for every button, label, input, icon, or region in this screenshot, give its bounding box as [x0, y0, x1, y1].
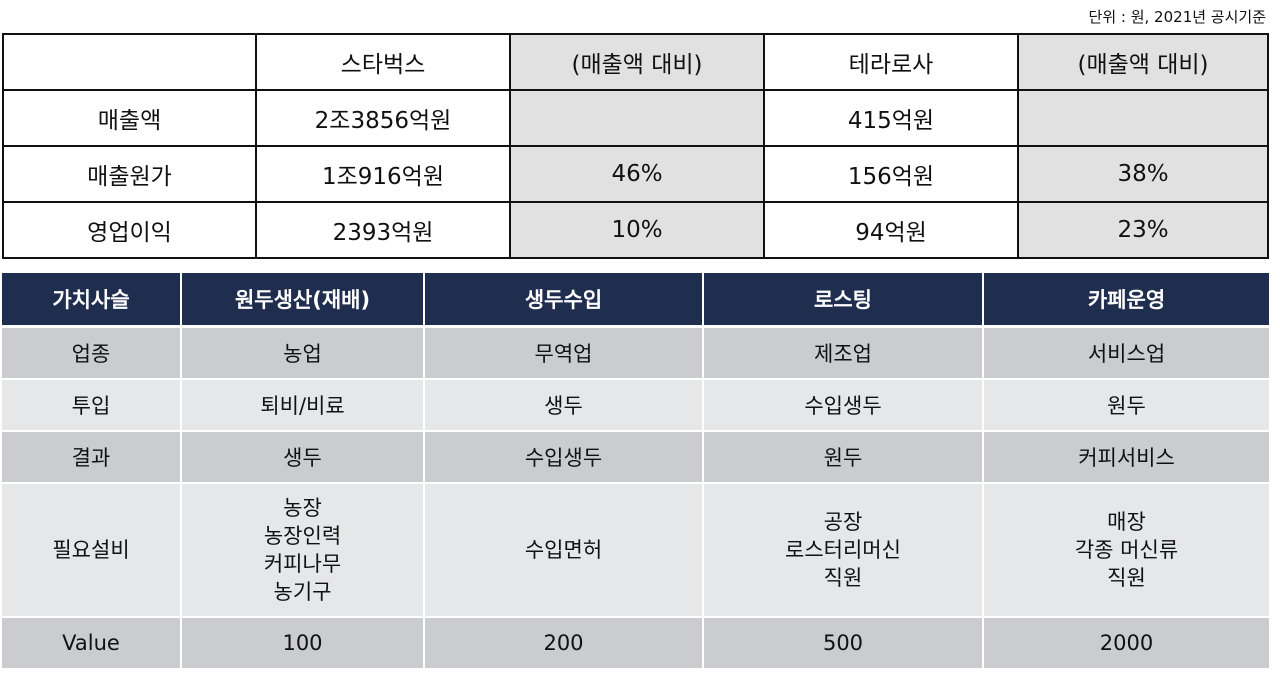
starbucks-ratio	[509, 89, 765, 147]
terarosa-value: 415억원	[763, 89, 1019, 147]
cell-line: 농기구	[273, 580, 332, 604]
header-cafe-operation: 카페운영	[983, 273, 1269, 328]
cell-line: 직원	[1107, 566, 1146, 590]
terarosa-ratio: 38%	[1017, 145, 1269, 203]
table-row: 업종 농업 무역업 제조업 서비스업	[2, 326, 1269, 380]
table-row: 영업이익 2393억원 10% 94억원 23%	[2, 201, 1269, 259]
terarosa-value: 94억원	[763, 201, 1019, 259]
table-cell: 수입생두	[703, 379, 984, 432]
header-bean-production: 원두생산(재배)	[181, 273, 425, 328]
table-row: Value 100 200 500 2000	[2, 617, 1269, 670]
table-cell: 100	[181, 617, 425, 670]
row-label: 결과	[2, 431, 182, 484]
cell-line: 공장	[823, 510, 863, 534]
starbucks-value: 2조3856억원	[255, 89, 511, 147]
cell-line: 농장	[283, 496, 322, 520]
table-row: 매출액 2조3856억원 415억원	[2, 89, 1269, 147]
table-header-row: 스타벅스 (매출액 대비) 테라로사 (매출액 대비)	[2, 33, 1269, 91]
cell-line: 직원	[823, 566, 863, 590]
row-label: 투입	[2, 379, 182, 432]
table-row: 필요설비 농장 농장인력 커피나무 농기구 수입면허 공장 로스터리머신 직원 …	[2, 483, 1269, 618]
cell-line: 매장	[1107, 510, 1146, 534]
cell-line: 각종 머신류	[1074, 538, 1179, 562]
header-cell-terarosa: 테라로사	[763, 33, 1019, 91]
table-cell: 커피서비스	[983, 431, 1269, 484]
header-cell-starbucks: 스타벅스	[255, 33, 511, 91]
header-green-bean-import: 생두수입	[424, 273, 704, 328]
header-cell-starbucks-ratio: (매출액 대비)	[509, 33, 765, 91]
table-row: 결과 생두 수입생두 원두 커피서비스	[2, 431, 1269, 484]
table-header-row: 가치사슬 원두생산(재배) 생두수입 로스팅 카페운영	[2, 273, 1269, 328]
row-label: 필요설비	[2, 483, 182, 618]
table-cell: 수입면허	[424, 483, 704, 618]
table-cell: 생두	[424, 379, 704, 432]
starbucks-value: 2393억원	[255, 201, 511, 259]
header-cell-terarosa-ratio: (매출액 대비)	[1017, 33, 1269, 91]
table-cell: 무역업	[424, 326, 704, 380]
header-cell-empty	[2, 33, 257, 91]
table-cell: 원두	[983, 379, 1269, 432]
starbucks-ratio: 46%	[509, 145, 765, 203]
row-label: 매출원가	[2, 145, 257, 203]
table-cell: 수입생두	[424, 431, 704, 484]
cell-line: 커피나무	[263, 552, 342, 576]
table-cell: 원두	[703, 431, 984, 484]
terarosa-ratio: 23%	[1017, 201, 1269, 259]
cell-line: 수입면허	[524, 538, 603, 562]
table-cell: 퇴비/비료	[181, 379, 425, 432]
value-chain-table: 가치사슬 원두생산(재배) 생두수입 로스팅 카페운영 업종 농업 무역업 제조…	[2, 273, 1269, 670]
row-label: 업종	[2, 326, 182, 380]
table-cell: 서비스업	[983, 326, 1269, 380]
terarosa-value: 156억원	[763, 145, 1019, 203]
table-cell: 500	[703, 617, 984, 670]
table-cell: 농장 농장인력 커피나무 농기구	[181, 483, 425, 618]
starbucks-value: 1조916억원	[255, 145, 511, 203]
terarosa-ratio	[1017, 89, 1269, 147]
row-label: Value	[2, 617, 182, 670]
header-value-chain: 가치사슬	[2, 273, 182, 328]
table-cell: 200	[424, 617, 704, 670]
row-label: 영업이익	[2, 201, 257, 259]
table-row: 매출원가 1조916억원 46% 156억원 38%	[2, 145, 1269, 203]
unit-note: 단위 : 원, 2021년 공시기준	[1088, 8, 1266, 26]
cell-line: 농장인력	[263, 524, 342, 548]
table-cell: 생두	[181, 431, 425, 484]
table-cell: 제조업	[703, 326, 984, 380]
cell-line: 로스터리머신	[785, 538, 901, 562]
table-cell: 농업	[181, 326, 425, 380]
table-cell: 매장 각종 머신류 직원	[983, 483, 1269, 618]
table-cell: 2000	[983, 617, 1269, 670]
table-cell: 공장 로스터리머신 직원	[703, 483, 984, 618]
row-label: 매출액	[2, 89, 257, 147]
table-row: 투입 퇴비/비료 생두 수입생두 원두	[2, 379, 1269, 432]
financial-comparison-table: 스타벅스 (매출액 대비) 테라로사 (매출액 대비) 매출액 2조3856억원…	[2, 33, 1269, 259]
header-roasting: 로스팅	[703, 273, 984, 328]
starbucks-ratio: 10%	[509, 201, 765, 259]
